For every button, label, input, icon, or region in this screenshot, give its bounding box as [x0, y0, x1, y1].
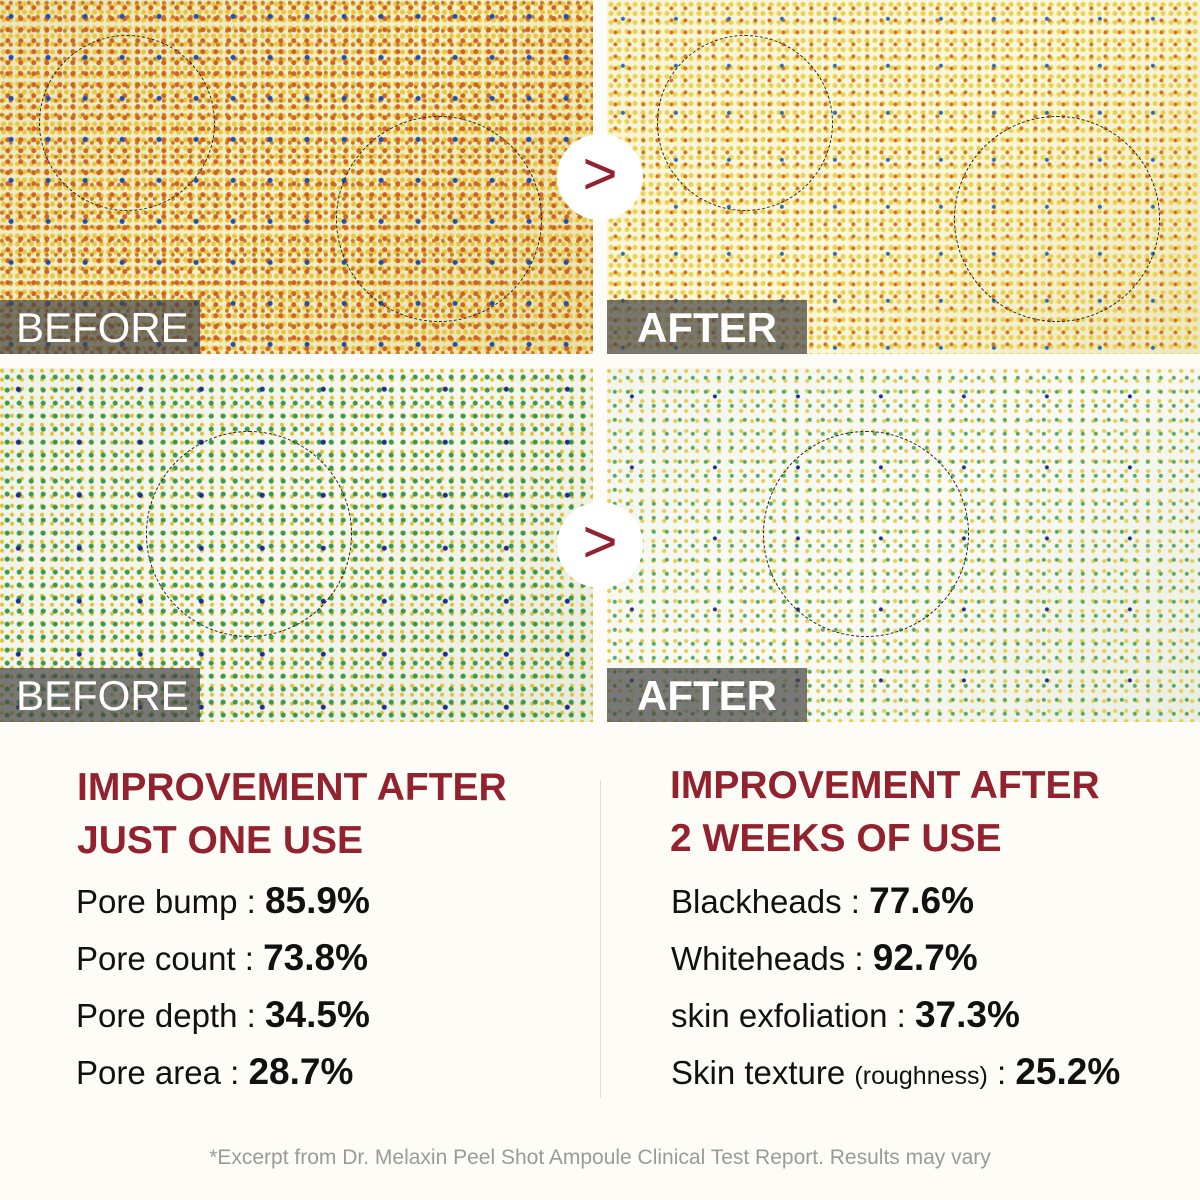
heading-line: IMPROVEMENT AFTER — [670, 764, 1100, 807]
top-before-image: BEFORE — [0, 0, 593, 354]
stat-label: Blackheads : — [671, 883, 870, 920]
stat-label: Pore bump : — [76, 883, 265, 920]
highlight-circle — [39, 35, 215, 211]
stat-pore-depth: Pore depth : 34.5% — [76, 994, 370, 1036]
stat-note: (roughness) — [854, 1062, 988, 1090]
highlight-circle — [954, 116, 1160, 322]
stat-label: : — [987, 1054, 1016, 1091]
before-label: BEFORE — [0, 668, 200, 722]
top-after-image: AFTER — [607, 0, 1200, 354]
stat-value: 34.5% — [264, 994, 370, 1035]
stat-label: Pore count : — [76, 940, 264, 977]
bottom-before-image: BEFORE — [0, 368, 593, 722]
stat-whiteheads: Whiteheads : 92.7% — [671, 937, 978, 979]
bottom-after-image: AFTER — [607, 368, 1200, 722]
highlight-circle — [657, 35, 833, 211]
stat-label: Whiteheads : — [671, 940, 873, 977]
right-heading: IMPROVEMENT AFTER 2 WEEKS OF USE — [670, 759, 1100, 865]
highlight-circle — [763, 431, 969, 637]
stat-label: Pore area : — [76, 1054, 249, 1091]
heading-line: 2 WEEKS OF USE — [670, 817, 1002, 860]
heading-line: IMPROVEMENT AFTER — [77, 766, 507, 809]
stat-skin-texture: Skin texture (roughness) : 25.2% — [671, 1051, 1120, 1093]
before-label: BEFORE — [0, 300, 200, 354]
after-label: AFTER — [607, 300, 807, 354]
left-heading: IMPROVEMENT AFTER JUST ONE USE — [77, 761, 507, 867]
stat-label: skin exfoliation : — [671, 997, 915, 1034]
stat-label: Skin texture — [671, 1054, 855, 1091]
stat-value: 28.7% — [248, 1051, 354, 1092]
stat-skin-exfoliation: skin exfoliation : 37.3% — [671, 994, 1020, 1036]
stat-pore-count: Pore count : 73.8% — [76, 937, 368, 979]
highlight-circle — [336, 116, 542, 322]
stat-pore-area: Pore area : 28.7% — [76, 1051, 353, 1093]
stat-value: 25.2% — [1015, 1051, 1121, 1092]
column-divider — [600, 780, 601, 1098]
after-label: AFTER — [607, 668, 807, 722]
footnote: *Excerpt from Dr. Melaxin Peel Shot Ampo… — [209, 1146, 991, 1169]
stat-value: 85.9% — [264, 880, 370, 921]
stat-label: Pore depth : — [76, 997, 265, 1034]
highlight-circle — [146, 431, 352, 637]
stat-blackheads: Blackheads : 77.6% — [671, 880, 974, 922]
stat-value: 37.3% — [914, 994, 1020, 1035]
stat-value: 73.8% — [263, 937, 369, 978]
stat-value: 92.7% — [872, 937, 978, 978]
chevron-right-icon: > — [557, 134, 643, 220]
chevron-right-icon: > — [557, 502, 643, 588]
stat-value: 77.6% — [869, 880, 975, 921]
stat-pore-bump: Pore bump : 85.9% — [76, 880, 370, 922]
heading-line: JUST ONE USE — [77, 819, 364, 862]
